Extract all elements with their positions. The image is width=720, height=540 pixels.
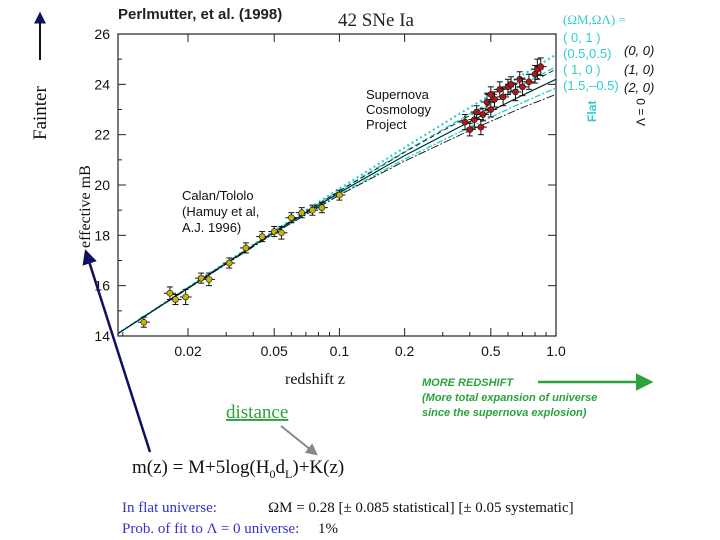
y-tick-label-5: 24: [94, 76, 110, 92]
flat-universe-value: ΩM = 0.28 [± 0.085 statistical] [± 0.05 …: [268, 500, 574, 516]
x-tick-label-4: 0.5: [481, 343, 501, 359]
calan-point-11: [288, 214, 295, 222]
legend-note-1: (0, 0): [624, 43, 654, 58]
y-tick-label-2: 18: [94, 227, 110, 243]
scp-point-17: [525, 78, 533, 86]
fainter-label: Fainter: [30, 86, 51, 140]
more-redshift-note-1: (More total expansion of universe: [422, 392, 597, 404]
scp-point-10: [496, 86, 504, 93]
x-ticks: 0.02 0.05 0.1 0.2 0.5 1.0: [122, 34, 566, 359]
flat-universe-label: In flat universe:: [122, 500, 217, 516]
scp-point-15: [516, 76, 524, 83]
y-axis-label: effective mB: [77, 165, 94, 248]
lambda-zero-label: Λ = 0: [634, 98, 648, 126]
scp-point-16: [519, 83, 526, 91]
calan-tololo-label-3: A.J. 1996): [182, 220, 241, 235]
scp-label-2: Cosmology: [366, 102, 432, 117]
prob-fit-label: Prob. of fit to Λ = 0 universe:: [122, 521, 299, 537]
calan-tololo-points: [137, 189, 346, 328]
distance-arrow: [280, 425, 318, 456]
calan-point-6: [225, 259, 233, 267]
legend-entry-4: (1.5,–0.5): [563, 78, 619, 93]
scp-point-11: [499, 93, 507, 101]
legend: (ΩM,ΩΛ) = ( 0, 1 ) (0.5,0.5) ( 1, 0 ) (1…: [563, 12, 654, 126]
calan-point-15: [336, 191, 343, 199]
scp-label-1: Supernova: [366, 87, 430, 102]
calan-point-4: [197, 274, 205, 282]
calan-tololo-label-1: Calan/Tololo: [182, 188, 254, 203]
x-tick-label-5: 1.0: [546, 343, 566, 359]
calan-point-7: [242, 244, 250, 252]
more-redshift-note-2: since the supernova explosion): [422, 407, 587, 419]
scp-point-4: [477, 123, 485, 131]
scp-point-5: [479, 111, 487, 118]
scp-point-8: [487, 91, 495, 98]
distance-modulus-formula: m(z) = M+5log(H0dL)+K(z): [132, 457, 344, 481]
x-tick-label-0: 0.02: [174, 343, 201, 359]
legend-entry-3: ( 1, 0 ): [563, 62, 601, 77]
calan-point-14: [318, 204, 326, 211]
x-tick-label-1: 0.05: [261, 343, 288, 359]
scp-points: [458, 57, 547, 137]
y-tick-label-0: 14: [94, 328, 110, 344]
legend-note-3: (2, 0): [624, 80, 654, 95]
scp-point-20: [537, 63, 545, 71]
scp-point-1: [466, 126, 474, 133]
legend-note-2: (1, 0): [624, 62, 654, 77]
calan-point-13: [309, 206, 316, 214]
flat-label: Flat: [585, 101, 599, 122]
scp-label-3: Project: [366, 117, 407, 132]
calan-point-1: [166, 289, 174, 297]
calan-tololo-label-2: (Hamuy et al,: [182, 204, 259, 219]
calan-point-3: [182, 293, 189, 301]
legend-header: (ΩM,ΩΛ) =: [563, 12, 626, 27]
magnitude-arrow: [82, 249, 152, 453]
scp-point-13: [507, 81, 515, 88]
x-axis-label: redshift z: [285, 371, 345, 388]
calan-point-8: [258, 233, 266, 240]
y-tick-label-6: 26: [94, 26, 110, 42]
distance-label: distance: [226, 402, 288, 423]
chart-title: 42 SNe Ia: [338, 10, 415, 31]
scp-point-7: [487, 106, 495, 113]
legend-entry-2: (0.5,0.5): [563, 46, 611, 61]
calan-point-2: [172, 296, 179, 303]
more-redshift-label: MORE REDSHIFT: [422, 377, 514, 389]
legend-entry-1: ( 0, 1 ): [563, 30, 601, 45]
x-tick-label-3: 0.2: [395, 343, 415, 359]
prob-fit-value: 1%: [318, 521, 338, 537]
scp-point-14: [512, 88, 519, 96]
citation-text: Perlmutter, et al. (1998): [118, 6, 282, 23]
scp-point-3: [473, 108, 480, 116]
calan-point-12: [298, 209, 306, 216]
y-tick-label-3: 20: [94, 177, 110, 193]
scp-point-9: [491, 96, 498, 103]
calan-point-10: [278, 229, 285, 237]
x-tick-label-2: 0.1: [330, 343, 350, 359]
calan-point-5: [205, 276, 213, 283]
scp-point-0: [461, 118, 469, 126]
calan-point-0: [140, 318, 148, 326]
y-tick-label-4: 22: [94, 127, 110, 143]
calan-point-9: [270, 228, 278, 235]
